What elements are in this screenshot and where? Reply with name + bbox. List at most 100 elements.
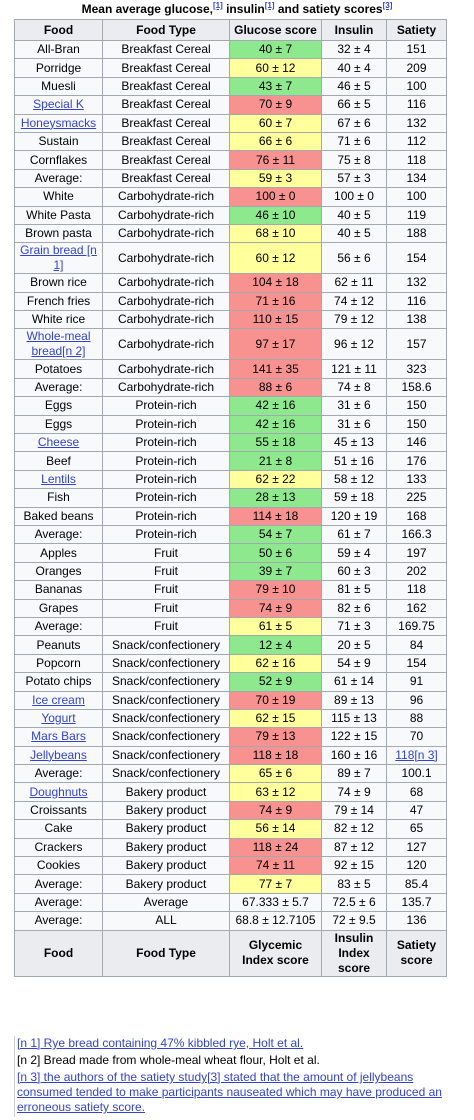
footer-cell: Food Type [102, 929, 230, 977]
table-row: White Pasta Carbohydrate-rich 46 ± 10 40 ± … [14, 205, 447, 225]
link[interactable]: Whole-meal bread[n 2] [26, 329, 91, 359]
table-row: Average: Bakery product 77 ± 7 83 ± 5 85.4 [14, 874, 447, 894]
table-row: Special K Breakfast Cereal 70 ± 9 66 ± 5 116 [14, 95, 447, 115]
header-cell[interactable]: Food [14, 19, 103, 41]
satiety-cell: 176 [386, 451, 447, 471]
food-cell: Beef [14, 451, 103, 471]
header-cell[interactable]: Food Type [102, 19, 230, 41]
food-type-cell: Breakfast Cereal [102, 150, 230, 170]
link[interactable]: Doughnuts [29, 784, 88, 799]
link[interactable]: Honeysmacks [20, 115, 97, 130]
food-cell: White rice [14, 310, 103, 330]
link[interactable]: Grain bread [n 1] [20, 243, 97, 273]
link[interactable]: Cheese [37, 435, 80, 450]
header-cell[interactable]: Insulin [321, 19, 387, 41]
food-cell: Brown rice [14, 273, 103, 293]
insulin-cell: 72 ± 9.5 [321, 911, 387, 931]
link[interactable]: Lentils [41, 472, 76, 486]
food-type-cell: Fruit [102, 561, 230, 582]
table-row: Brown pasta Carbohydrate-rich 68 ± 10 40 ± … [14, 223, 447, 244]
table-row: Fish Protein-rich 28 ± 13 59 ± 18 225 [14, 488, 447, 508]
table-row: Croissants Bakery product 74 ± 9 79 ± 14 47 [14, 800, 447, 821]
food-cell: Eggs [14, 396, 103, 416]
glucose-cell: 74 ± 9 [229, 598, 322, 618]
food-type-cell: Fruit [102, 598, 230, 618]
glucose-cell: 59 ± 3 [229, 168, 322, 189]
insulin-cell: 71 ± 3 [321, 616, 387, 637]
glucose-cell: 63 ± 12 [229, 782, 322, 802]
insulin-cell: 20 ± 5 [321, 635, 387, 655]
table-row: White Carbohydrate-rich 100 ± 0 100 ± 0 100 [14, 187, 447, 207]
table-row: Crackers Bakery product 118 ± 24 87 ± 12 127 [14, 837, 447, 858]
food-cell: Cornflakes [14, 150, 103, 170]
link[interactable]: Mars Bars [31, 729, 86, 744]
glucose-cell: 70 ± 19 [229, 690, 322, 710]
food-type-cell: Bakery product [102, 782, 230, 802]
food-cell: Oranges [14, 561, 103, 582]
footer-cell: Food [14, 929, 103, 977]
header-cell[interactable]: Satiety [386, 19, 447, 41]
glucose-cell: 88 ± 6 [229, 377, 322, 398]
food-type-cell: Snack/confectionery [102, 727, 230, 747]
food-type-cell: Fruit [102, 543, 230, 563]
table-row: Cookies Bakery product 74 ± 11 92 ± 15 120 [14, 856, 447, 876]
food-type-cell: Carbohydrate-rich [102, 242, 230, 275]
food-cell: Honeysmacks [14, 113, 103, 133]
food-cell: Ice cream [14, 690, 103, 710]
header-cell[interactable]: Glucose score [229, 19, 322, 41]
note[interactable]: [n 3] the authors of the satiety study[3… [17, 1070, 442, 1114]
caption-ref[interactable]: [1] [212, 1, 223, 10]
food-cell: Sustain [14, 131, 103, 152]
food-cell: Lentils [14, 469, 103, 490]
table-row: Average: Fruit 61 ± 5 71 ± 3 169.75 [14, 616, 447, 637]
glucose-cell: 60 ± 7 [229, 113, 322, 133]
link[interactable]: Yogurt [41, 711, 76, 726]
food-type-cell: Protein-rich [102, 488, 230, 508]
table-row: Average: Average 67.333 ± 5.7 72.5 ± 6 135.7 [14, 892, 447, 913]
insulin-cell: 59 ± 18 [321, 488, 387, 508]
insulin-cell: 54 ± 9 [321, 653, 387, 674]
glucose-cell: 68 ± 10 [229, 223, 322, 244]
food-cell: Cheese [14, 433, 103, 453]
link[interactable]: 118[n 3] [395, 747, 438, 762]
glucose-cell: 62 ± 22 [229, 469, 322, 490]
note[interactable]: [n 1] Rye bread containing 47% kibbled r… [17, 1036, 304, 1050]
food-cell: Mars Bars [14, 727, 103, 747]
insulin-cell: 31 ± 6 [321, 396, 387, 416]
food-type-cell: Carbohydrate-rich [102, 273, 230, 293]
food-type-cell: Average [102, 892, 230, 913]
insulin-cell: 89 ± 7 [321, 764, 387, 784]
caption-ref[interactable]: [1] [264, 1, 275, 10]
link[interactable]: Jellybeans [30, 747, 87, 762]
link[interactable]: Ice cream [32, 692, 85, 707]
glucose-cell: 60 ± 12 [229, 58, 322, 78]
insulin-cell: 115 ± 13 [321, 708, 387, 729]
insulin-cell: 87 ± 12 [321, 837, 387, 858]
food-type-cell: Snack/confectionery [102, 690, 230, 710]
table-row: Oranges Fruit 39 ± 7 60 ± 3 202 [14, 561, 447, 582]
food-cell: Grapes [14, 598, 103, 618]
insulin-cell: 31 ± 6 [321, 414, 387, 435]
link[interactable]: Special K [33, 97, 84, 112]
glucose-cell: 118 ± 24 [229, 837, 322, 858]
glucose-cell: 97 ± 17 [229, 328, 322, 361]
caption-ref[interactable]: [3] [382, 1, 393, 10]
satiety-cell: 158.6 [386, 377, 447, 398]
table-row: Mars Bars Snack/confectionery 79 ± 13 122 ±… [14, 727, 447, 747]
insulin-cell: 82 ± 12 [321, 819, 387, 839]
glucose-cell: 42 ± 16 [229, 396, 322, 416]
insulin-cell: 46 ± 5 [321, 76, 387, 97]
table-row: Lentils Protein-rich 62 ± 22 58 ± 12 133 [14, 469, 447, 490]
food-cell: Apples [14, 543, 103, 563]
table-row: Grapes Fruit 74 ± 9 82 ± 6 162 [14, 598, 447, 618]
satiety-cell: 133 [386, 469, 447, 490]
food-cell: Porridge [14, 58, 103, 78]
satiety-cell: 100 [386, 76, 447, 97]
satiety-cell: 116 [386, 291, 447, 312]
satiety-cell: 65 [386, 819, 447, 839]
food-cell: Average: [14, 168, 103, 189]
glucose-cell: 21 ± 8 [229, 451, 322, 471]
satiety-cell: 151 [386, 39, 447, 60]
food-type-cell: Snack/confectionery [102, 708, 230, 729]
